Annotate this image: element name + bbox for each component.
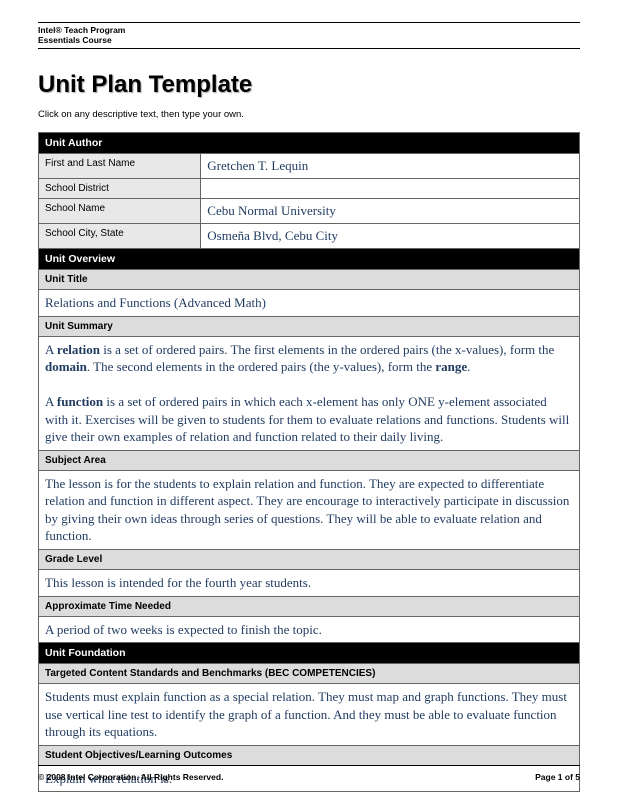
standards-value[interactable]: Students must explain function as a spec… xyxy=(39,684,580,746)
unit-summary-label: Unit Summary xyxy=(39,316,580,336)
program-name: Intel® Teach Program xyxy=(38,25,580,35)
subject-area-value[interactable]: The lesson is for the students to explai… xyxy=(39,470,580,549)
author-name-label: First and Last Name xyxy=(39,154,201,179)
page-number: Page 1 of 5 xyxy=(535,772,580,782)
grade-level-label: Grade Level xyxy=(39,550,580,570)
objectives-label: Student Objectives/Learning Outcomes xyxy=(39,745,580,765)
author-section-header: Unit Author xyxy=(39,133,580,154)
school-city-label: School City, State xyxy=(39,224,201,249)
school-name-value[interactable]: Cebu Normal University xyxy=(201,199,580,224)
school-name-label: School Name xyxy=(39,199,201,224)
school-district-value[interactable] xyxy=(201,179,580,199)
copyright-text: © 2008 Intel Corporation. All Rights Res… xyxy=(38,772,223,782)
unit-plan-table: Unit Author First and Last Name Gretchen… xyxy=(38,132,580,792)
standards-label: Targeted Content Standards and Benchmark… xyxy=(39,664,580,684)
unit-title-value[interactable]: Relations and Functions (Advanced Math) xyxy=(39,290,580,317)
subject-area-label: Subject Area xyxy=(39,450,580,470)
author-name-value[interactable]: Gretchen T. Lequin xyxy=(201,154,580,179)
overview-section-header: Unit Overview xyxy=(39,249,580,270)
instruction-text: Click on any descriptive text, then type… xyxy=(38,109,580,120)
page-title: Unit Plan Template xyxy=(38,71,580,99)
course-name: Essentials Course xyxy=(38,35,580,49)
unit-title-label: Unit Title xyxy=(39,270,580,290)
grade-level-value[interactable]: This lesson is intended for the fourth y… xyxy=(39,570,580,597)
unit-summary-value[interactable]: A relation is a set of ordered pairs. Th… xyxy=(39,336,580,450)
school-district-label: School District xyxy=(39,179,201,199)
page-footer: © 2008 Intel Corporation. All Rights Res… xyxy=(38,765,580,782)
time-needed-value[interactable]: A period of two weeks is expected to fin… xyxy=(39,616,580,643)
foundation-section-header: Unit Foundation xyxy=(39,643,580,664)
time-needed-label: Approximate Time Needed xyxy=(39,596,580,616)
school-city-value[interactable]: Osmeña Blvd, Cebu City xyxy=(201,224,580,249)
